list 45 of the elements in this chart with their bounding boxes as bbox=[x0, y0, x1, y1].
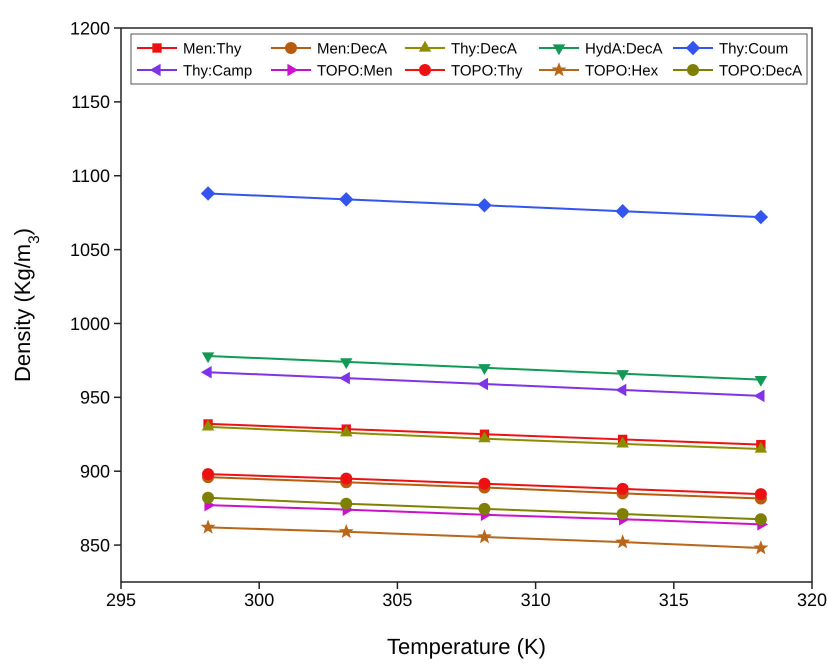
point bbox=[202, 492, 214, 504]
y-tick-label: 1200 bbox=[70, 18, 110, 38]
point bbox=[202, 468, 214, 480]
point bbox=[754, 513, 767, 526]
point bbox=[477, 529, 492, 544]
legend-label: TOPO:DecA bbox=[719, 62, 802, 80]
point bbox=[615, 534, 630, 548]
legend-label: Men:DecA bbox=[317, 40, 388, 58]
legend-label: HydA:DecA bbox=[585, 40, 663, 58]
point bbox=[478, 502, 490, 515]
x-tick-label: 315 bbox=[658, 590, 689, 610]
x-axis-title: Temperature (K) bbox=[387, 634, 546, 659]
point bbox=[477, 198, 492, 212]
point bbox=[754, 488, 767, 500]
y-tick-label: 850 bbox=[80, 535, 110, 556]
y-tick-label: 950 bbox=[80, 388, 110, 408]
y-tick-label: 1150 bbox=[71, 92, 110, 112]
y-tick-label: 1050 bbox=[70, 240, 110, 260]
legend-label: Thy:Camp bbox=[183, 62, 252, 80]
x-tick-label: 305 bbox=[382, 590, 412, 610]
y-tick-label: 1100 bbox=[71, 166, 110, 186]
point bbox=[338, 524, 354, 538]
x-tick-label: 320 bbox=[796, 590, 828, 610]
legend-label: TOPO:Hex bbox=[585, 62, 659, 80]
point bbox=[753, 540, 768, 554]
x-tick-label: 310 bbox=[520, 590, 551, 610]
point bbox=[615, 204, 630, 218]
point bbox=[340, 472, 352, 485]
point bbox=[616, 508, 629, 520]
point bbox=[616, 482, 629, 495]
legend-label: Thy:DecA bbox=[451, 40, 517, 58]
point bbox=[200, 520, 216, 534]
legend-label: Men:Thy bbox=[183, 40, 242, 58]
point bbox=[754, 210, 768, 224]
point bbox=[478, 478, 490, 490]
legend-label: TOPO:Men bbox=[317, 62, 393, 80]
legend-label: TOPO:Thy bbox=[451, 62, 523, 80]
y-tick-label: 1000 bbox=[70, 314, 110, 334]
point bbox=[339, 192, 354, 207]
point bbox=[340, 498, 352, 510]
y-tick-label: 900 bbox=[80, 462, 110, 482]
legend-label: Thy:Coum bbox=[719, 40, 788, 58]
x-tick-label: 300 bbox=[244, 590, 274, 610]
point bbox=[200, 186, 216, 201]
x-tick-label: 295 bbox=[106, 590, 136, 610]
